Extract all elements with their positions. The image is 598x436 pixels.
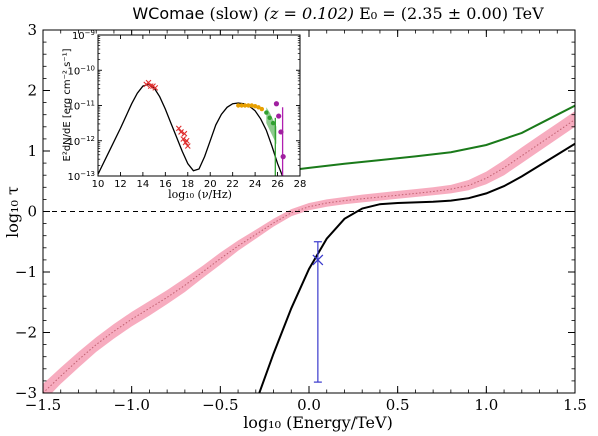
xray-point bbox=[178, 129, 184, 135]
inset-content bbox=[98, 79, 286, 176]
fermi-point bbox=[242, 103, 248, 108]
band-center-line bbox=[43, 119, 575, 393]
x-tick-label: 0.0 bbox=[297, 396, 321, 414]
y-tick-label: −3 bbox=[15, 384, 37, 402]
green-curve bbox=[273, 104, 575, 174]
inset-y-tick-label: 10−10 bbox=[67, 64, 95, 77]
fermi-point bbox=[259, 106, 265, 112]
optical-point bbox=[147, 83, 154, 90]
fermi-point bbox=[246, 103, 251, 108]
xray-point bbox=[181, 130, 188, 137]
xray-point bbox=[184, 143, 191, 149]
black-curve bbox=[258, 142, 575, 393]
optical-point bbox=[145, 79, 152, 86]
inset-y-tick-label: 10−12 bbox=[67, 135, 95, 148]
data-marker bbox=[312, 254, 324, 266]
veritas-point bbox=[264, 110, 269, 115]
x-tick-label: −0.5 bbox=[202, 396, 238, 414]
y-tick-label: 2 bbox=[27, 82, 37, 100]
x-tick-label: −1.0 bbox=[113, 396, 149, 414]
y-tick-label: −2 bbox=[15, 324, 37, 342]
inset-y-tick-label: 10−13 bbox=[67, 170, 95, 183]
y-axis-label: log₁₀ τ bbox=[3, 186, 22, 238]
inset-x-tick-label: 22 bbox=[226, 179, 239, 190]
fermi-point bbox=[249, 103, 254, 108]
inset-background bbox=[98, 35, 300, 176]
y-tick-label: 1 bbox=[27, 142, 37, 160]
fermi-point bbox=[252, 104, 258, 109]
inset-x-tick-label: 20 bbox=[204, 179, 217, 190]
fermi-point bbox=[256, 105, 261, 110]
veritas-point bbox=[267, 115, 272, 121]
inset-x-tick-label: 12 bbox=[114, 179, 127, 190]
inset-x-tick-label: 14 bbox=[137, 179, 150, 190]
title-state: (slow) bbox=[209, 4, 258, 23]
x-tick-label: 1.5 bbox=[563, 396, 587, 414]
inset-plot: 10 12 14 16 18 20 22 24 26 28 10−13 10−12 10−11 10−10… bbox=[67, 29, 306, 190]
y-tick-label: 3 bbox=[27, 21, 37, 39]
deabsorbed-point bbox=[273, 101, 280, 107]
xray-point bbox=[180, 136, 187, 142]
fermi-point bbox=[239, 103, 244, 108]
inset-y-tick-label: 10−11 bbox=[67, 100, 95, 113]
inset-y-label: E²dN/dE [erg cm⁻² s⁻¹] bbox=[62, 48, 73, 161]
y-tick-label: 0 bbox=[27, 203, 37, 221]
main-plot-area bbox=[43, 104, 575, 393]
chart-title: WComae (slow) (z = 0.102) E₀ = (2.35 ± 0… bbox=[132, 4, 544, 23]
xray-point bbox=[183, 137, 190, 144]
inset-x-tick-label: 10 bbox=[92, 179, 105, 190]
x-tick-label: 0.5 bbox=[386, 396, 410, 414]
fermi-point bbox=[236, 103, 241, 108]
optical-point bbox=[152, 84, 159, 91]
inset-x-label: log₁₀ (ν/Hz) bbox=[168, 188, 232, 201]
deabsorbed-point bbox=[280, 154, 286, 160]
x-tick-label: 1.0 bbox=[474, 396, 498, 414]
inset-y-tick-label: 10−9 bbox=[72, 29, 95, 42]
deabsorbed-point bbox=[276, 113, 282, 119]
x-axis-label: log₁₀ (Energy/TeV) bbox=[243, 413, 393, 432]
inset-x-tick-label: 16 bbox=[159, 179, 172, 190]
title-redshift: (z = 0.102) bbox=[264, 4, 354, 23]
title-energy: E₀ = (2.35 ± 0.00) TeV bbox=[359, 4, 544, 23]
inset-x-tick-label: 24 bbox=[249, 179, 262, 190]
inset-x-tick-label: 28 bbox=[294, 179, 307, 190]
x-tick-label: −1.5 bbox=[25, 396, 61, 414]
y-tick-label: −1 bbox=[15, 263, 37, 281]
title-name: WComae bbox=[132, 4, 204, 23]
inset-x-tick-label: 26 bbox=[271, 179, 284, 190]
sed-model-curve bbox=[98, 83, 284, 176]
veritas-point bbox=[270, 120, 276, 126]
inset-x-tick-label: 18 bbox=[181, 179, 194, 190]
xray-point bbox=[175, 125, 182, 132]
deabsorbed-point bbox=[278, 129, 284, 135]
